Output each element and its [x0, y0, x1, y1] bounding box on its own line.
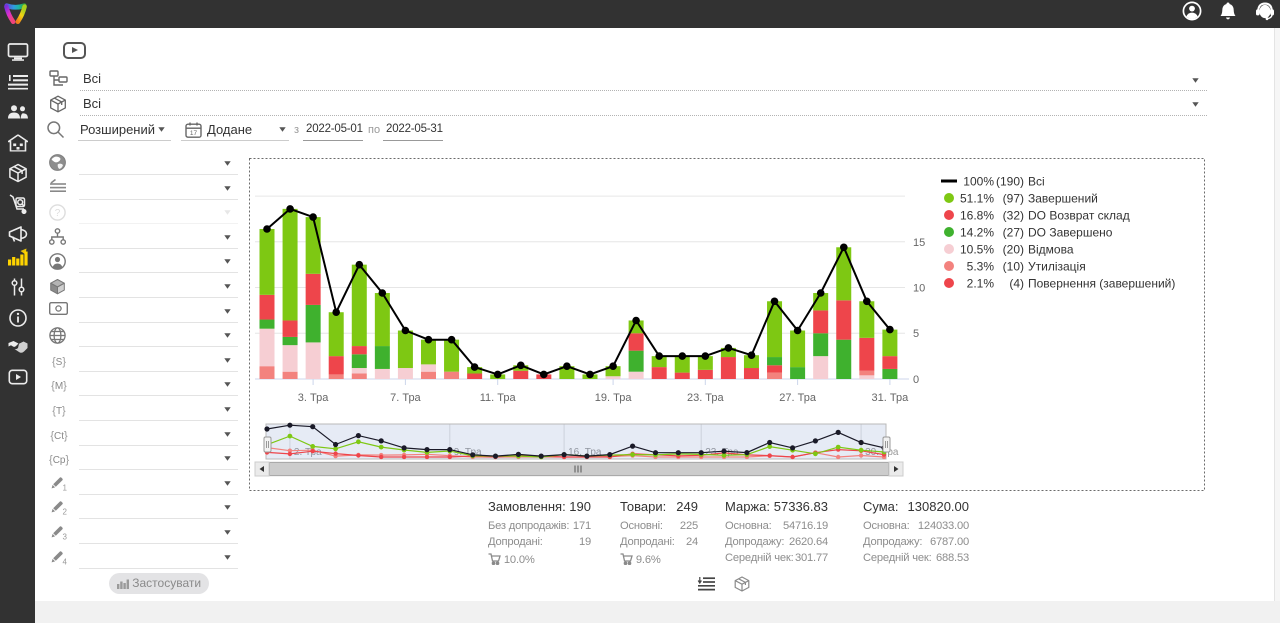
- svg-text:Відмова: Відмова: [1028, 243, 1074, 257]
- svg-text:?: ?: [55, 208, 61, 219]
- svg-text:(190): (190): [996, 175, 1024, 189]
- svg-text:2. Тра: 2. Тра: [294, 447, 322, 458]
- svg-text:31. Тра: 31. Тра: [872, 392, 910, 404]
- svg-text:100%: 100%: [963, 175, 994, 189]
- svg-text:17: 17: [190, 130, 198, 137]
- svg-text:2: 2: [63, 508, 68, 516]
- svg-text:19. Тра: 19. Тра: [595, 392, 633, 404]
- svg-text:(4): (4): [1009, 277, 1024, 291]
- svg-text:51.1%: 51.1%: [960, 192, 994, 206]
- svg-text:(27): (27): [1003, 226, 1024, 240]
- svg-text:11. Тра: 11. Тра: [480, 392, 517, 404]
- svg-text:0: 0: [913, 374, 919, 386]
- svg-text:9. Тра: 9. Тра: [454, 447, 482, 458]
- svg-text:16. Тра: 16. Тра: [568, 447, 602, 458]
- svg-text:Завершений: Завершений: [1028, 192, 1098, 206]
- svg-text:3: 3: [63, 533, 68, 541]
- svg-text:4: 4: [63, 558, 68, 566]
- svg-text:10: 10: [913, 283, 925, 295]
- svg-text:27. Тра: 27. Тра: [779, 392, 817, 404]
- svg-text:10.5%: 10.5%: [960, 243, 994, 257]
- svg-text:(20): (20): [1003, 243, 1024, 257]
- svg-text:Утилізація: Утилізація: [1028, 260, 1086, 274]
- svg-text:16.8%: 16.8%: [960, 209, 994, 223]
- svg-text:5: 5: [913, 328, 919, 340]
- svg-text:15: 15: [913, 237, 925, 249]
- svg-text:3. Тра: 3. Тра: [298, 392, 329, 404]
- svg-text:Повернення (завершений): Повернення (завершений): [1028, 277, 1175, 291]
- svg-text:(32): (32): [1003, 209, 1024, 223]
- svg-text:14.2%: 14.2%: [960, 226, 994, 240]
- svg-text:DO Возврат склад: DO Возврат склад: [1028, 209, 1130, 223]
- svg-text:Всі: Всі: [1028, 175, 1045, 189]
- svg-text:(97): (97): [1003, 192, 1024, 206]
- svg-text:5.3%: 5.3%: [967, 260, 995, 274]
- svg-text:2.1%: 2.1%: [967, 277, 995, 291]
- svg-text:23. Тра: 23. Тра: [687, 392, 725, 404]
- svg-text:DO Завершено: DO Завершено: [1028, 226, 1113, 240]
- svg-text:7. Тра: 7. Тра: [390, 392, 421, 404]
- svg-text:(10): (10): [1003, 260, 1024, 274]
- svg-text:1: 1: [63, 484, 68, 492]
